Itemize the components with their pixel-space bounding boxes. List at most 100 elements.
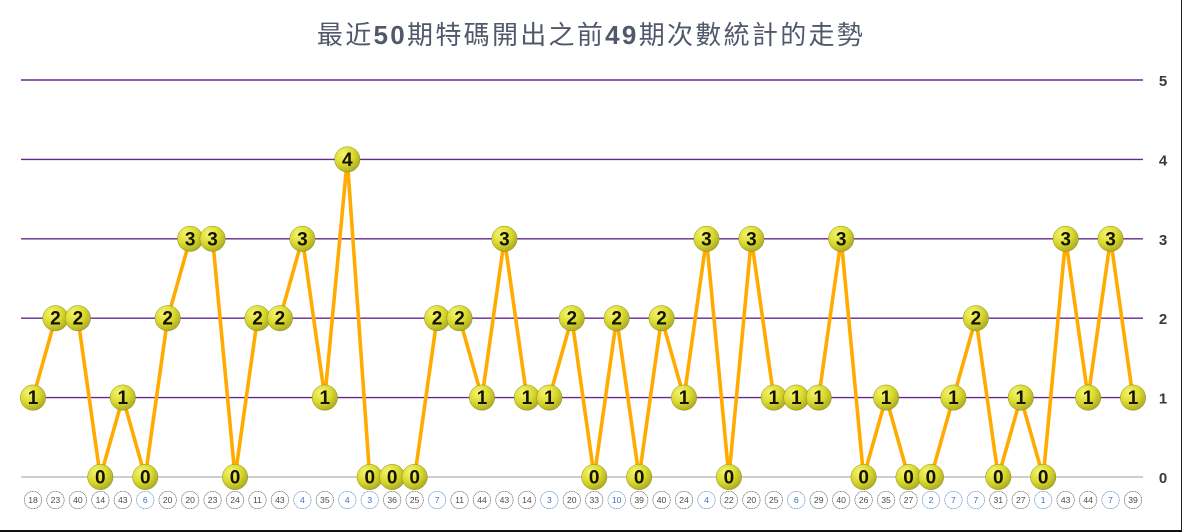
svg-text:2: 2 [162, 309, 173, 330]
svg-text:3: 3 [185, 229, 196, 250]
svg-text:14: 14 [96, 495, 106, 505]
svg-text:6: 6 [143, 495, 148, 505]
svg-text:1: 1 [813, 388, 824, 409]
svg-text:2: 2 [929, 495, 934, 505]
svg-text:0: 0 [409, 468, 420, 489]
svg-text:10: 10 [612, 495, 622, 505]
svg-text:0: 0 [993, 468, 1004, 489]
svg-text:29: 29 [814, 495, 824, 505]
svg-text:0: 0 [95, 468, 106, 489]
svg-text:0: 0 [230, 468, 241, 489]
svg-text:39: 39 [634, 495, 644, 505]
svg-text:24: 24 [230, 495, 240, 505]
svg-text:35: 35 [320, 495, 330, 505]
svg-text:1: 1 [948, 388, 959, 409]
svg-text:22: 22 [724, 495, 734, 505]
svg-text:2: 2 [1159, 311, 1167, 328]
svg-text:3: 3 [499, 229, 510, 250]
svg-text:1: 1 [1159, 391, 1167, 408]
svg-text:1: 1 [1015, 388, 1026, 409]
svg-text:1: 1 [1083, 388, 1094, 409]
svg-text:7: 7 [1108, 495, 1113, 505]
svg-text:40: 40 [657, 495, 667, 505]
svg-text:3: 3 [836, 229, 847, 250]
svg-text:11: 11 [455, 495, 464, 505]
svg-text:1: 1 [881, 388, 892, 409]
svg-text:3: 3 [701, 229, 712, 250]
svg-text:1: 1 [118, 388, 129, 409]
svg-text:4: 4 [300, 495, 305, 505]
svg-text:2: 2 [432, 309, 443, 330]
svg-text:4: 4 [342, 150, 353, 171]
svg-text:2: 2 [566, 309, 577, 330]
svg-text:2: 2 [275, 309, 286, 330]
svg-text:44: 44 [1083, 495, 1093, 505]
svg-text:1: 1 [1128, 388, 1139, 409]
svg-text:26: 26 [859, 495, 869, 505]
svg-text:2: 2 [252, 309, 263, 330]
svg-text:25: 25 [410, 495, 420, 505]
svg-text:24: 24 [679, 495, 689, 505]
svg-text:43: 43 [500, 495, 510, 505]
svg-text:1: 1 [679, 388, 690, 409]
svg-text:0: 0 [1159, 470, 1167, 487]
svg-text:1: 1 [544, 388, 555, 409]
svg-text:2: 2 [971, 309, 982, 330]
svg-text:2: 2 [611, 309, 622, 330]
svg-text:4: 4 [1159, 152, 1168, 169]
svg-text:11: 11 [253, 495, 262, 505]
svg-text:1: 1 [791, 388, 802, 409]
svg-text:7: 7 [435, 495, 440, 505]
svg-text:1: 1 [320, 388, 331, 409]
svg-text:40: 40 [836, 495, 846, 505]
svg-text:0: 0 [724, 468, 735, 489]
svg-text:33: 33 [589, 495, 599, 505]
svg-text:2: 2 [50, 309, 61, 330]
svg-text:23: 23 [51, 495, 61, 505]
svg-text:36: 36 [387, 495, 397, 505]
svg-text:0: 0 [387, 468, 398, 489]
svg-text:3: 3 [207, 229, 218, 250]
svg-text:1: 1 [477, 388, 488, 409]
svg-text:4: 4 [345, 495, 350, 505]
svg-text:27: 27 [1016, 495, 1026, 505]
svg-text:20: 20 [567, 495, 577, 505]
svg-text:2: 2 [656, 309, 667, 330]
svg-text:2: 2 [454, 309, 465, 330]
svg-text:20: 20 [163, 495, 173, 505]
svg-text:3: 3 [1159, 232, 1167, 249]
svg-text:7: 7 [973, 495, 978, 505]
svg-text:6: 6 [794, 495, 799, 505]
svg-text:0: 0 [589, 468, 600, 489]
svg-text:0: 0 [903, 468, 914, 489]
svg-text:18: 18 [28, 495, 38, 505]
svg-text:1: 1 [769, 388, 780, 409]
svg-text:0: 0 [634, 468, 645, 489]
svg-text:20: 20 [185, 495, 195, 505]
svg-text:25: 25 [769, 495, 779, 505]
svg-text:35: 35 [881, 495, 891, 505]
svg-text:0: 0 [858, 468, 869, 489]
svg-text:3: 3 [746, 229, 757, 250]
svg-text:2: 2 [73, 309, 84, 330]
svg-text:27: 27 [904, 495, 914, 505]
svg-text:0: 0 [926, 468, 937, 489]
svg-text:31: 31 [994, 495, 1004, 505]
svg-text:1: 1 [28, 388, 39, 409]
svg-text:23: 23 [208, 495, 218, 505]
svg-text:0: 0 [364, 468, 375, 489]
svg-text:44: 44 [477, 495, 487, 505]
svg-text:4: 4 [704, 495, 709, 505]
svg-text:43: 43 [1061, 495, 1071, 505]
svg-text:7: 7 [951, 495, 956, 505]
svg-text:40: 40 [73, 495, 83, 505]
svg-text:43: 43 [118, 495, 128, 505]
svg-text:3: 3 [367, 495, 372, 505]
svg-text:3: 3 [297, 229, 308, 250]
svg-text:3: 3 [547, 495, 552, 505]
svg-text:1: 1 [522, 388, 533, 409]
svg-text:20: 20 [747, 495, 757, 505]
svg-text:3: 3 [1060, 229, 1071, 250]
svg-text:5: 5 [1159, 73, 1167, 90]
svg-text:14: 14 [522, 495, 532, 505]
